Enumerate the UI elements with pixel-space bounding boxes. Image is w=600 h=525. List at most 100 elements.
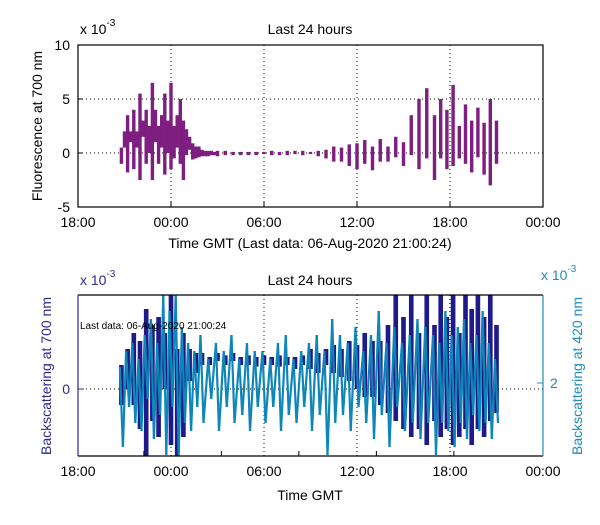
backscatter-420-segment [245, 342, 252, 432]
fluorescence-bar [203, 150, 207, 157]
backscatter-420-segment [180, 326, 186, 424]
bottom-title: Last 24 hours [268, 272, 353, 288]
fluorescence-bar [197, 146, 201, 158]
fluorescence-bar [215, 150, 220, 157]
backscatter-420-segment [256, 350, 264, 408]
backscatter-420-segment [369, 334, 376, 440]
top-xtick-label: 18:00 [60, 214, 95, 230]
backscatter-420-segment [149, 318, 155, 440]
backscatter-420-segment [214, 342, 221, 432]
backscatter-420-segment [310, 334, 318, 432]
backscatter-420-segment [230, 334, 236, 424]
fluorescence-bar [339, 147, 344, 162]
backscatter-420-segment [487, 342, 493, 440]
backscatter-420-segment [346, 342, 352, 432]
fluorescence-bar [494, 120, 499, 164]
top-x-label: Time GMT (Last data: 06-Aug-2020 21:00:2… [168, 235, 451, 251]
backscatter-420-segment [279, 334, 287, 432]
fluorescence-bar [206, 150, 210, 157]
backscatter-420-segment [177, 326, 183, 457]
bottom-xticks: 18:00 00:00 06:00 12:00 18:00 00:00 [60, 451, 561, 479]
fluorescence-bar [144, 109, 148, 164]
backscatter-420-segment [131, 342, 137, 424]
bottom-xtick-label: 06:00 [246, 463, 281, 479]
fluorescence-bar [223, 150, 227, 156]
backscatter-420-segment [427, 334, 435, 424]
backscatter-420-segment [264, 358, 272, 424]
backscatter-420-segment [303, 342, 311, 408]
backscatter-420-segment [434, 342, 441, 456]
backscatter-420-segment [465, 342, 472, 440]
fluorescence-bar [394, 136, 398, 158]
bottom-data-right [118, 294, 500, 457]
top-ytick-label: 10 [54, 37, 70, 53]
fluorescence-bar [488, 99, 493, 186]
fluorescence-bar [378, 138, 382, 162]
fluorescence-bar [128, 131, 133, 143]
fluorescence-bar [463, 104, 468, 164]
backscatter-420-segment [248, 350, 256, 432]
backscatter-420-segment [349, 326, 357, 432]
fluorescence-bar [417, 99, 421, 170]
bottom-right-y-exponent-power: -3 [567, 264, 576, 275]
fluorescence-bar [163, 93, 167, 175]
fluorescence-bar [147, 126, 152, 153]
backscatter-420-segment [462, 318, 469, 440]
fluorescence-bar [277, 151, 282, 156]
fluorescence-bar [239, 151, 243, 156]
bottom-right-y-exponent-base: x 10 [541, 267, 568, 283]
backscatter-420-segment [272, 342, 280, 408]
bottom-xtick-label: 18:00 [60, 463, 95, 479]
backscatter-420-segment [357, 350, 365, 408]
backscatter-700-bar [269, 357, 275, 365]
fluorescence-bar [347, 144, 351, 166]
fluorescence-bar [187, 136, 192, 150]
backscatter-420-segment [253, 350, 259, 408]
fluorescence-bar [166, 120, 170, 153]
backscatter-420-segment [295, 350, 303, 424]
top-y-label: Fluorescence at 700 nm [29, 51, 45, 201]
fluorescence-bar [135, 131, 139, 148]
fluorescence-bar [200, 149, 204, 157]
backscatter-420-segment [276, 342, 283, 432]
bottom-xtick-label: 18:00 [432, 463, 467, 479]
bottom-left-y-exponent-base: x 10 [80, 272, 107, 288]
fluorescence-bar [246, 151, 251, 156]
fluorescence-bar [438, 99, 443, 159]
top-xtick-label: 06:00 [246, 214, 281, 230]
backscatter-420-segment [199, 334, 205, 424]
backscatter-420-segment [354, 326, 360, 408]
backscatter-420-segment [424, 326, 430, 424]
backscatter-420-segment [300, 350, 306, 408]
top-y-exponent-base: x 10 [80, 21, 107, 37]
fluorescence-bar [262, 151, 266, 155]
top-data [119, 82, 499, 186]
fluorescence-bar [172, 126, 176, 159]
backscatter-420-segment [372, 310, 380, 440]
last-data-annotation: Last data: 06-Aug-2020 21:00:24 [80, 321, 227, 332]
backscatter-420-segment [323, 350, 329, 456]
backscatter-420-segment [408, 334, 414, 424]
backscatter-panel: Last 24 hours x 10-3 x 10-3 Last data: 0… [38, 264, 585, 503]
backscatter-420-segment [140, 334, 146, 432]
backscatter-420-segment [380, 342, 388, 416]
backscatter-420-segment [453, 326, 459, 448]
fluorescence-bar [169, 82, 173, 170]
fluorescence-bar [482, 122, 486, 175]
bottom-left-y-exponent: x 10-3 [80, 269, 116, 288]
bottom-xtick-label: 00:00 [153, 463, 188, 479]
fluorescence-bar [451, 84, 455, 166]
backscatter-420-segment [284, 334, 290, 416]
backscatter-420-segment [416, 318, 422, 440]
backscatter-420-segment [241, 342, 249, 416]
fluorescence-bar [150, 82, 155, 180]
backscatter-700-bar [292, 357, 298, 369]
backscatter-420-segment [400, 342, 407, 432]
fluorescence-bar [175, 115, 179, 148]
backscatter-420-segment [315, 334, 321, 416]
backscatter-420-segment [341, 342, 349, 416]
backscatter-420-segment [233, 358, 241, 424]
bottom-left-y-exponent-power: -3 [106, 269, 115, 280]
top-axes-frame [77, 44, 544, 208]
bottom-x-label: Time GMT [277, 487, 343, 503]
